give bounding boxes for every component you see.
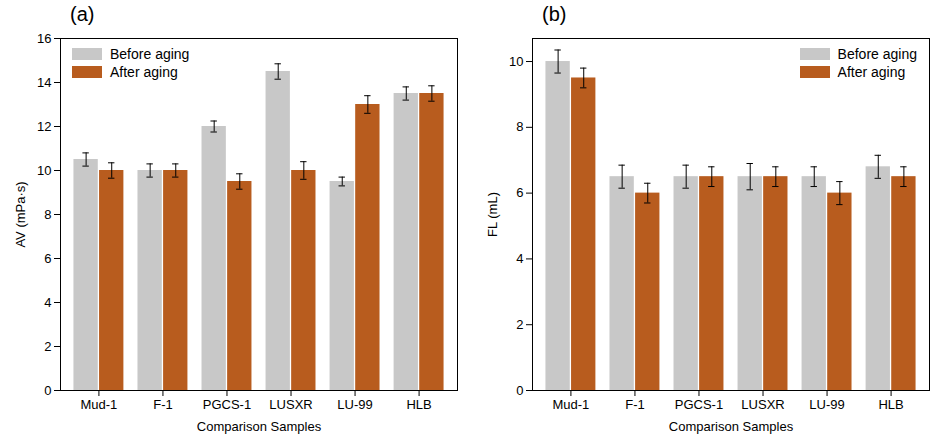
html-text:After aging: After aging [837,64,906,80]
svg-text:16: 16 [37,31,51,46]
svg-text:LU-99: LU-99 [337,397,372,412]
svg-text:Comparison Samples: Comparison Samples [197,419,322,434]
svg-text:2: 2 [516,317,523,332]
svg-text:6: 6 [516,185,523,200]
svg-text:LUSXR: LUSXR [741,397,784,412]
svg-text:Mud-1: Mud-1 [80,397,117,412]
svg-text:0: 0 [44,383,51,398]
svg-text:4: 4 [44,295,51,310]
svg-text:2: 2 [44,339,51,354]
html-text:After aging: After aging [110,64,178,80]
svg-text:8: 8 [44,207,51,222]
svg-text:14: 14 [37,75,51,90]
svg-text:4: 4 [516,251,523,266]
html-text:(a): (a) [70,3,95,25]
svg-text:0: 0 [516,383,523,398]
svg-text:F-1: F-1 [153,397,173,412]
svg-text:8: 8 [516,119,523,134]
svg-text:Mud-1: Mud-1 [552,397,589,412]
svg-text:AV (mPa·s): AV (mPa·s) [13,181,28,247]
html-text:Before aging: Before aging [837,46,917,62]
svg-text:HLB: HLB [878,397,903,412]
svg-text:LUSXR: LUSXR [269,397,312,412]
svg-text:10: 10 [37,163,51,178]
html-text:(b): (b) [542,3,567,25]
svg-text:HLB: HLB [406,397,431,412]
svg-text:10: 10 [509,54,523,69]
svg-text:F-1: F-1 [625,397,645,412]
svg-text:PGCS-1: PGCS-1 [675,397,723,412]
svg-text:PGCS-1: PGCS-1 [203,397,251,412]
svg-text:12: 12 [37,119,51,134]
svg-text:Comparison Samples: Comparison Samples [669,419,794,434]
svg-text:FL (mL): FL (mL) [485,192,500,237]
html-text:Before aging: Before aging [110,46,190,62]
svg-text:6: 6 [44,251,51,266]
svg-text:LU-99: LU-99 [809,397,844,412]
